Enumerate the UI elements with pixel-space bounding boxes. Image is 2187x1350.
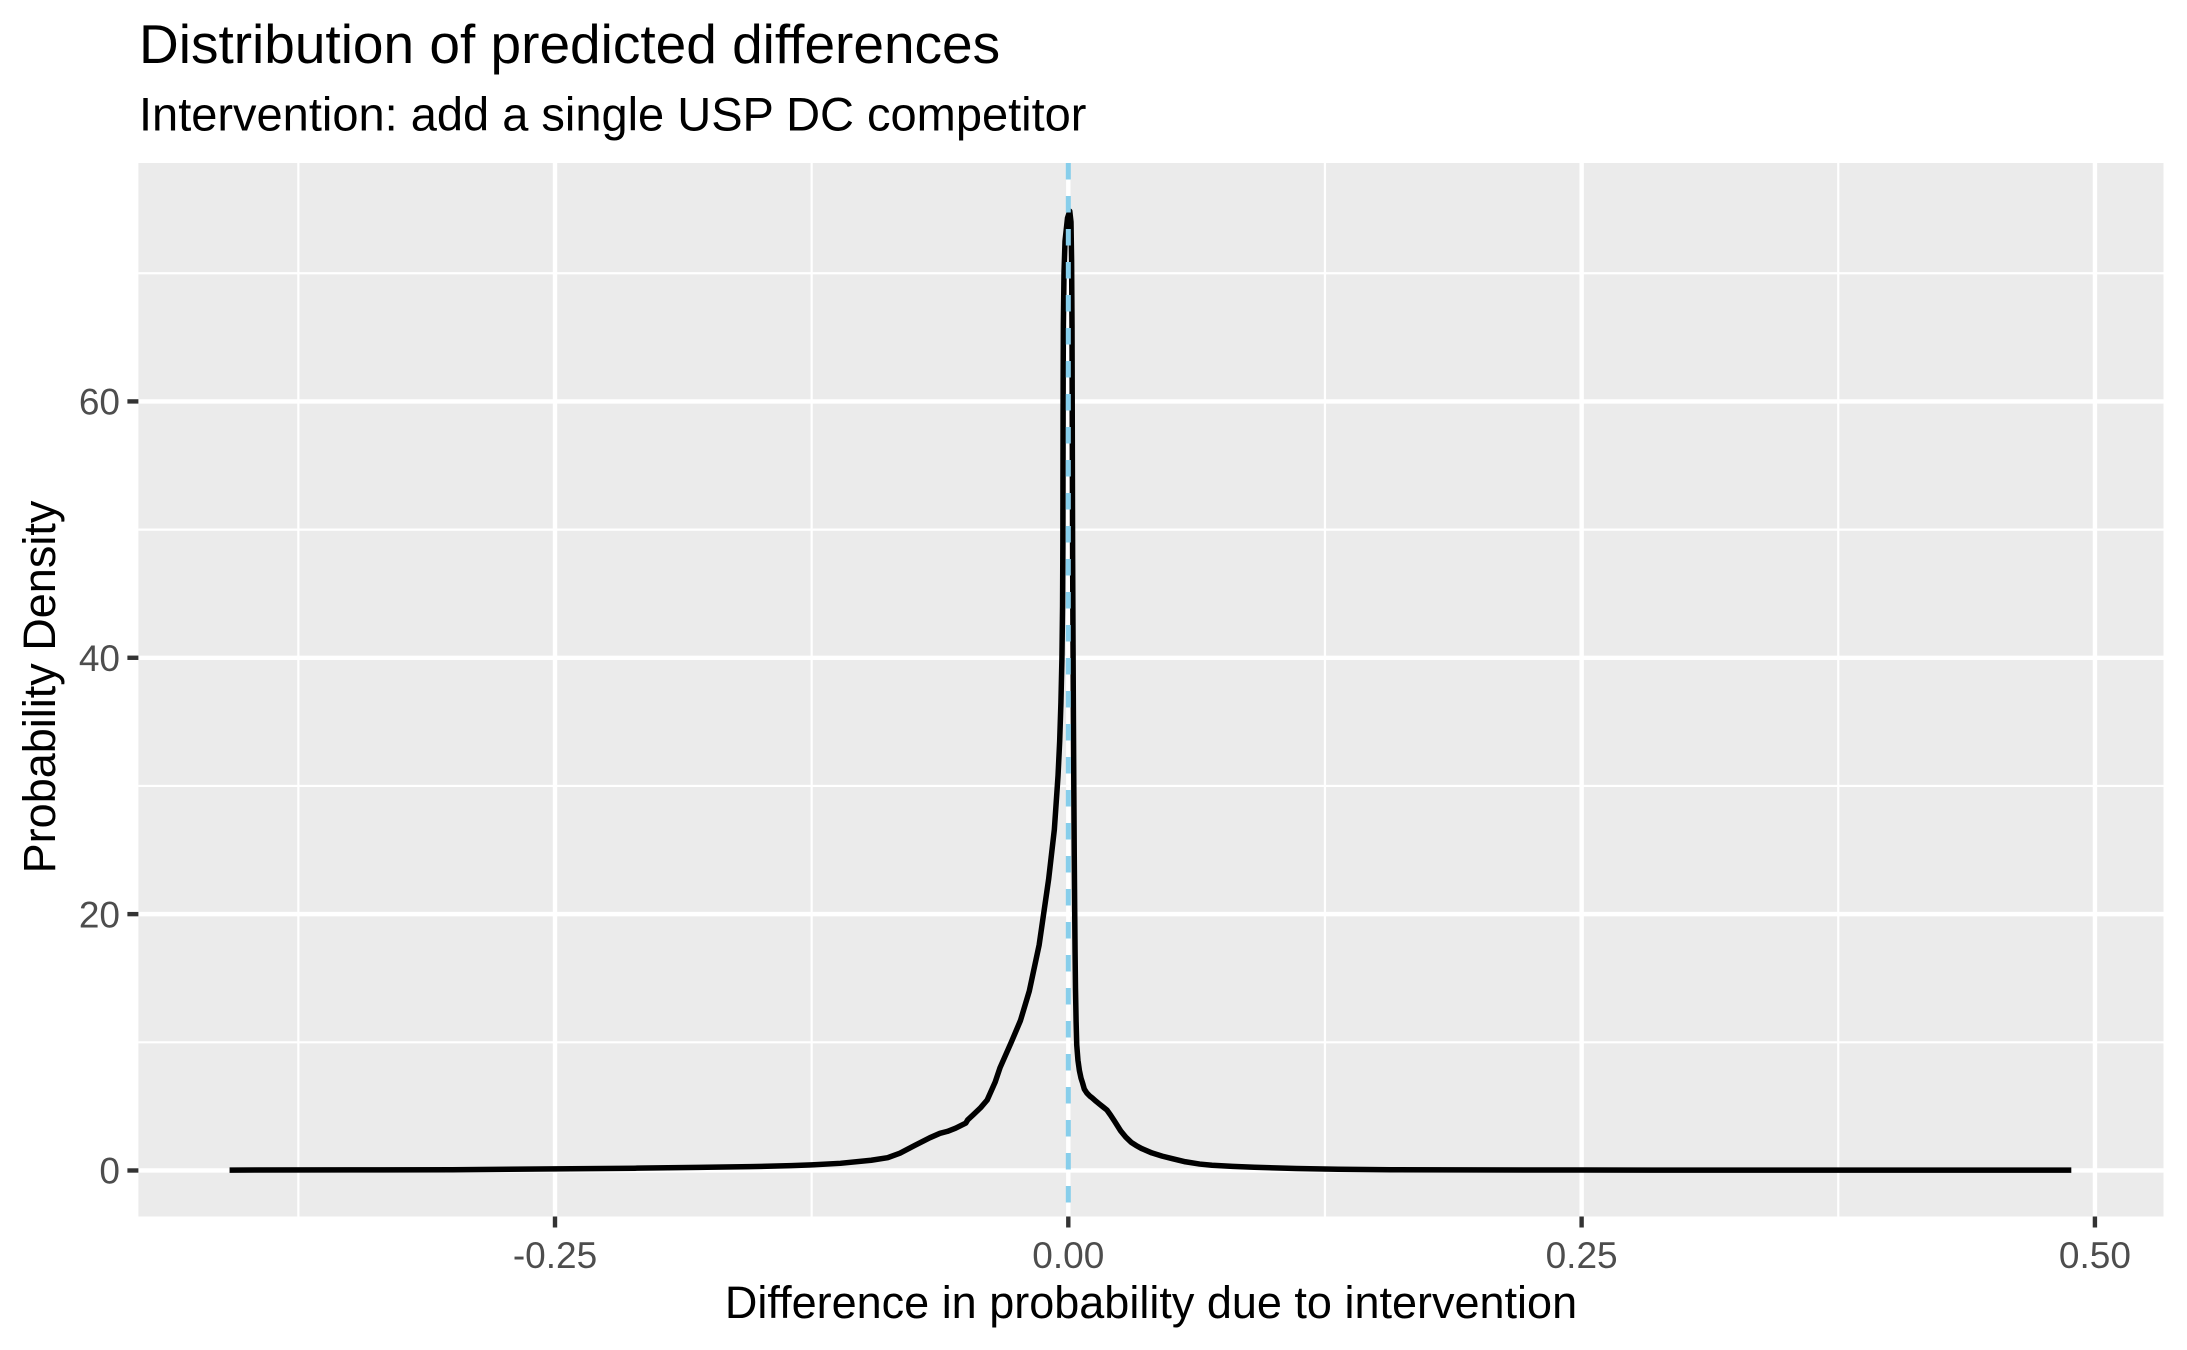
tick-labels-layer: -0.25 0.00 0.25 0.50 0 20 40 60 [79,382,2131,1276]
y-tick-label: 20 [79,894,120,935]
axis-ticks-layer [127,399,2098,1228]
plot-title: Distribution of predicted differences [139,13,1000,75]
y-axis-title: Probability Density [14,500,65,873]
plot-subtitle: Intervention: add a single USP DC compet… [139,88,1086,141]
y-tick-label: 40 [79,638,120,679]
x-axis-title: Difference in probability due to interve… [725,1277,1577,1328]
density-curve [229,208,2072,1173]
grid-minor-lines [138,163,2164,1217]
y-tick-label: 0 [99,1151,120,1192]
plot-panel [138,163,2164,1217]
density-curve-layer [229,208,2072,1173]
x-tick-label: 0.00 [1032,1235,1104,1276]
x-tick-label: -0.25 [513,1235,597,1276]
x-tick-label: 0.25 [1546,1235,1618,1276]
panel-background [138,163,2164,1217]
x-tick-label: 0.50 [2059,1235,2131,1276]
y-tick-label: 60 [79,382,120,423]
